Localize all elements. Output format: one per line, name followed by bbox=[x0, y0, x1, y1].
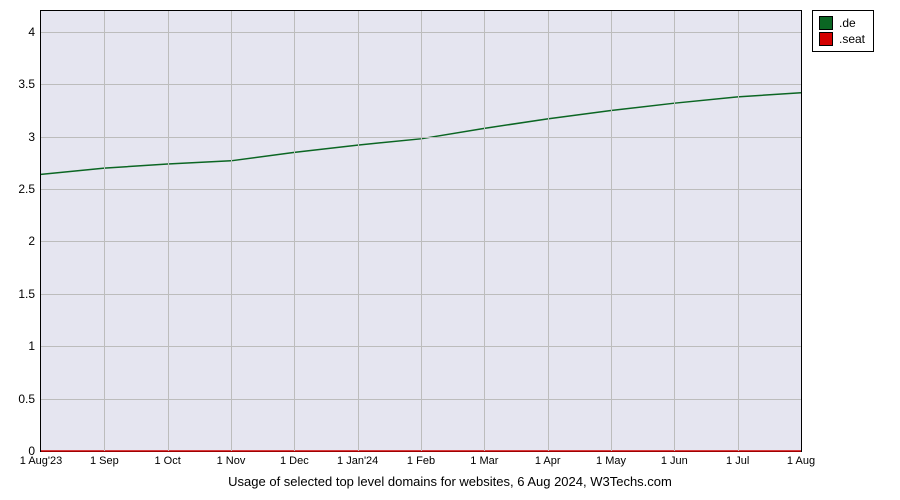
grid-line-v bbox=[484, 11, 485, 451]
y-tick-label: 3 bbox=[28, 130, 41, 144]
x-tick-label: 1 May bbox=[596, 451, 626, 467]
legend: .de.seat bbox=[812, 10, 874, 52]
grid-line-v bbox=[294, 11, 295, 451]
y-tick-label: 2 bbox=[28, 234, 41, 248]
grid-line-v bbox=[358, 11, 359, 451]
grid-line-v bbox=[548, 11, 549, 451]
legend-label: .de bbox=[839, 15, 856, 31]
x-tick-label: 1 Jul bbox=[726, 451, 749, 467]
y-tick-label: 2.5 bbox=[18, 182, 41, 196]
x-tick-label: 1 Jan'24 bbox=[337, 451, 378, 467]
x-tick-label: 1 Jun bbox=[661, 451, 688, 467]
plot-area: 00.511.522.533.541 Aug'231 Sep1 Oct1 Nov… bbox=[40, 10, 802, 452]
chart-container: 00.511.522.533.541 Aug'231 Sep1 Oct1 Nov… bbox=[0, 0, 900, 500]
x-tick-label: 1 Aug'23 bbox=[20, 451, 62, 467]
grid-line-v bbox=[611, 11, 612, 451]
y-tick-label: 0.5 bbox=[18, 392, 41, 406]
x-tick-label: 1 Nov bbox=[217, 451, 246, 467]
y-tick-label: 1 bbox=[28, 339, 41, 353]
x-tick-label: 1 Mar bbox=[470, 451, 498, 467]
y-tick-label: 3.5 bbox=[18, 77, 41, 91]
legend-item: .de bbox=[819, 15, 865, 31]
x-tick-label: 1 Dec bbox=[280, 451, 309, 467]
grid-line-v bbox=[738, 11, 739, 451]
legend-swatch bbox=[819, 16, 833, 30]
x-tick-label: 1 Sep bbox=[90, 451, 119, 467]
legend-swatch bbox=[819, 32, 833, 46]
x-tick-label: 1 Aug bbox=[787, 451, 815, 467]
legend-item: .seat bbox=[819, 31, 865, 47]
y-tick-label: 4 bbox=[28, 25, 41, 39]
y-tick-label: 1.5 bbox=[18, 287, 41, 301]
x-tick-label: 1 Feb bbox=[407, 451, 435, 467]
grid-line-v bbox=[674, 11, 675, 451]
grid-line-v bbox=[231, 11, 232, 451]
x-tick-label: 1 Oct bbox=[155, 451, 181, 467]
chart-caption: Usage of selected top level domains for … bbox=[0, 474, 900, 489]
grid-line-v bbox=[168, 11, 169, 451]
grid-line-v bbox=[104, 11, 105, 451]
grid-line-v bbox=[421, 11, 422, 451]
legend-label: .seat bbox=[839, 31, 865, 47]
x-tick-label: 1 Apr bbox=[535, 451, 561, 467]
